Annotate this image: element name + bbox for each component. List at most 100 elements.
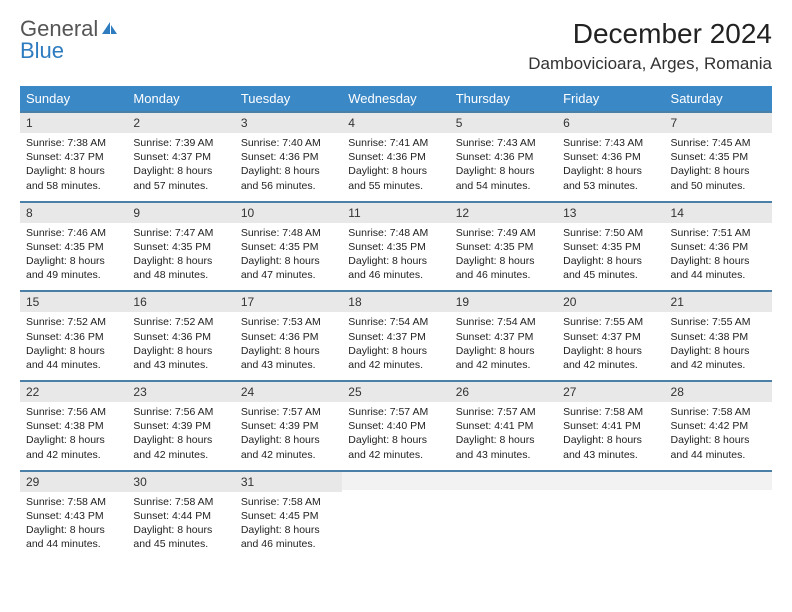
daylight-line: Daylight: 8 hours and 48 minutes.: [133, 255, 212, 281]
day-number: 9: [127, 203, 234, 223]
sunrise-line: Sunrise: 7:55 AM: [671, 316, 751, 328]
sunset-line: Sunset: 4:39 PM: [133, 420, 211, 432]
day-details: Sunrise: 7:55 AMSunset: 4:38 PMDaylight:…: [665, 312, 772, 380]
calendar-day-cell: 8Sunrise: 7:46 AMSunset: 4:35 PMDaylight…: [20, 202, 127, 292]
calendar-day-cell: 7Sunrise: 7:45 AMSunset: 4:35 PMDaylight…: [665, 112, 772, 202]
calendar-day-cell: 17Sunrise: 7:53 AMSunset: 4:36 PMDayligh…: [235, 291, 342, 381]
sunset-line: Sunset: 4:36 PM: [241, 151, 319, 163]
sunrise-line: Sunrise: 7:58 AM: [133, 496, 213, 508]
sunset-line: Sunset: 4:36 PM: [348, 151, 426, 163]
sail-icon: [100, 20, 120, 36]
day-number: 3: [235, 113, 342, 133]
day-number: 21: [665, 292, 772, 312]
calendar-day-cell: 10Sunrise: 7:48 AMSunset: 4:35 PMDayligh…: [235, 202, 342, 292]
day-number: 14: [665, 203, 772, 223]
day-details: Sunrise: 7:53 AMSunset: 4:36 PMDaylight:…: [235, 312, 342, 380]
calendar-day-cell: 18Sunrise: 7:54 AMSunset: 4:37 PMDayligh…: [342, 291, 449, 381]
sunset-line: Sunset: 4:35 PM: [241, 241, 319, 253]
daylight-line: Daylight: 8 hours and 56 minutes.: [241, 165, 320, 191]
sunset-line: Sunset: 4:35 PM: [348, 241, 426, 253]
calendar-day-cell: 11Sunrise: 7:48 AMSunset: 4:35 PMDayligh…: [342, 202, 449, 292]
day-details: Sunrise: 7:57 AMSunset: 4:39 PMDaylight:…: [235, 402, 342, 470]
sunset-line: Sunset: 4:41 PM: [563, 420, 641, 432]
daylight-line: Daylight: 8 hours and 46 minutes.: [348, 255, 427, 281]
weekday-header: Saturday: [665, 86, 772, 112]
day-number: 5: [450, 113, 557, 133]
daylight-line: Daylight: 8 hours and 45 minutes.: [133, 524, 212, 550]
daylight-line: Daylight: 8 hours and 44 minutes.: [671, 434, 750, 460]
sunrise-line: Sunrise: 7:48 AM: [241, 227, 321, 239]
day-details: Sunrise: 7:50 AMSunset: 4:35 PMDaylight:…: [557, 223, 664, 291]
day-details: Sunrise: 7:58 AMSunset: 4:45 PMDaylight:…: [235, 492, 342, 560]
calendar-day-cell: 14Sunrise: 7:51 AMSunset: 4:36 PMDayligh…: [665, 202, 772, 292]
daylight-line: Daylight: 8 hours and 44 minutes.: [26, 524, 105, 550]
daylight-line: Daylight: 8 hours and 54 minutes.: [456, 165, 535, 191]
daylight-line: Daylight: 8 hours and 42 minutes.: [671, 345, 750, 371]
calendar-week-row: 22Sunrise: 7:56 AMSunset: 4:38 PMDayligh…: [20, 381, 772, 471]
sunrise-line: Sunrise: 7:48 AM: [348, 227, 428, 239]
daylight-line: Daylight: 8 hours and 43 minutes.: [563, 434, 642, 460]
day-details: Sunrise: 7:58 AM Sunset: 4:41 PM Daylight:…: [557, 402, 664, 470]
sunrise-line: Sunrise: 7:58 AM: [563, 406, 643, 418]
sunrise-line: Sunrise: 7:55 AM: [563, 316, 643, 328]
calendar-day-cell: 26Sunrise: 7:57 AMSunset: 4:41 PMDayligh…: [450, 381, 557, 471]
calendar-day-cell: 12Sunrise: 7:49 AMSunset: 4:35 PMDayligh…: [450, 202, 557, 292]
calendar-day-cell: 3Sunrise: 7:40 AMSunset: 4:36 PMDaylight…: [235, 112, 342, 202]
daylight-line: Daylight: 8 hours and 46 minutes.: [456, 255, 535, 281]
logo: General Blue: [20, 18, 120, 62]
calendar-day-cell: 5Sunrise: 7:43 AMSunset: 4:36 PMDaylight…: [450, 112, 557, 202]
sunset-line: Sunset: 4:36 PM: [133, 331, 211, 343]
logo-word-blue: Blue: [20, 38, 64, 63]
calendar-day-cell: 29Sunrise: 7:58 AMSunset: 4:43 PMDayligh…: [20, 471, 127, 560]
daylight-line: Daylight: 8 hours and 53 minutes.: [563, 165, 642, 191]
day-details: Sunrise: 7:47 AMSunset: 4:35 PMDaylight:…: [127, 223, 234, 291]
weekday-header: Sunday: [20, 86, 127, 112]
calendar-table: SundayMondayTuesdayWednesdayThursdayFrid…: [20, 86, 772, 559]
sunrise-line: Sunrise: 7:58 AM: [26, 496, 106, 508]
sunset-line: Sunset: 4:37 PM: [563, 331, 641, 343]
calendar-empty-cell: [342, 471, 449, 560]
weekday-header: Tuesday: [235, 86, 342, 112]
weekday-header: Wednesday: [342, 86, 449, 112]
day-details: Sunrise: 7:54 AMSunset: 4:37 PMDaylight:…: [342, 312, 449, 380]
day-details: Sunrise: 7:55 AMSunset: 4:37 PMDaylight:…: [557, 312, 664, 380]
calendar-day-cell: 28Sunrise: 7:58 AMSunset: 4:42 PMDayligh…: [665, 381, 772, 471]
day-details: Sunrise: 7:45 AMSunset: 4:35 PMDaylight:…: [665, 133, 772, 201]
daylight-line: Daylight: 8 hours and 45 minutes.: [563, 255, 642, 281]
day-details: Sunrise: 7:54 AMSunset: 4:37 PMDaylight:…: [450, 312, 557, 380]
day-number: 10: [235, 203, 342, 223]
sunrise-line: Sunrise: 7:56 AM: [133, 406, 213, 418]
day-details: Sunrise: 7:57 AMSunset: 4:40 PMDaylight:…: [342, 402, 449, 470]
weekday-header: Monday: [127, 86, 234, 112]
calendar-week-row: 1Sunrise: 7:38 AMSunset: 4:37 PMDaylight…: [20, 112, 772, 202]
title-block: December 2024 Dambovicioara, Arges, Roma…: [528, 18, 772, 74]
day-details: Sunrise: 7:39 AMSunset: 4:37 PMDaylight:…: [127, 133, 234, 201]
daylight-line: Daylight: 8 hours and 42 minutes.: [26, 434, 105, 460]
day-details: Sunrise: 7:40 AMSunset: 4:36 PMDaylight:…: [235, 133, 342, 201]
day-details: Sunrise: 7:58 AMSunset: 4:44 PMDaylight:…: [127, 492, 234, 560]
calendar-week-row: 29Sunrise: 7:58 AMSunset: 4:43 PMDayligh…: [20, 471, 772, 560]
calendar-day-cell: 27Sunrise: 7:58 AMSunset: 4:41 PMDayligh…: [557, 381, 664, 471]
sunset-line: Sunset: 4:36 PM: [26, 331, 104, 343]
day-number: 18: [342, 292, 449, 312]
sunrise-line: Sunrise: 7:57 AM: [348, 406, 428, 418]
sunrise-line: Sunrise: 7:56 AM: [26, 406, 106, 418]
calendar-empty-cell: [557, 471, 664, 560]
sunset-line: Sunset: 4:37 PM: [133, 151, 211, 163]
sunset-line: Sunset: 4:35 PM: [671, 151, 749, 163]
sunset-line: Sunset: 4:35 PM: [456, 241, 534, 253]
sunset-line: Sunset: 4:36 PM: [241, 331, 319, 343]
logo-text: General Blue: [20, 18, 120, 62]
calendar-day-cell: 6Sunrise: 7:43 AMSunset: 4:36 PMDaylight…: [557, 112, 664, 202]
day-details: Sunrise: 7:46 AMSunset: 4:35 PMDaylight:…: [20, 223, 127, 291]
calendar-day-cell: 22Sunrise: 7:56 AMSunset: 4:38 PMDayligh…: [20, 381, 127, 471]
sunset-line: Sunset: 4:38 PM: [26, 420, 104, 432]
calendar-day-cell: 16Sunrise: 7:52 AMSunset: 4:36 PMDayligh…: [127, 291, 234, 381]
sunset-line: Sunset: 4:45 PM: [241, 510, 319, 522]
sunset-line: Sunset: 4:37 PM: [26, 151, 104, 163]
calendar-day-cell: 9Sunrise: 7:47 AMSunset: 4:35 PMDaylight…: [127, 202, 234, 292]
calendar-day-cell: 4Sunrise: 7:41 AMSunset: 4:36 PMDaylight…: [342, 112, 449, 202]
sunrise-line: Sunrise: 7:57 AM: [241, 406, 321, 418]
calendar-day-cell: 2Sunrise: 7:39 AMSunset: 4:37 PMDaylight…: [127, 112, 234, 202]
daylight-line: Daylight: 8 hours and 42 minutes.: [456, 345, 535, 371]
